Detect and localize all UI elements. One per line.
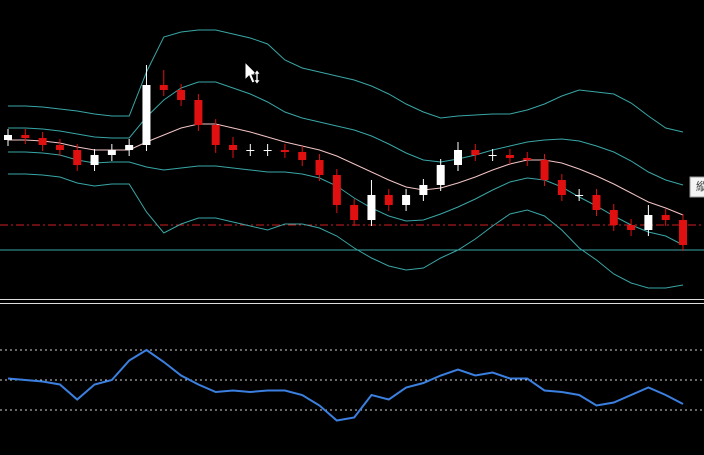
series-line xyxy=(8,151,684,246)
candle-body xyxy=(4,135,12,140)
candle-body xyxy=(21,135,30,138)
candle-body xyxy=(107,150,116,155)
candle-body xyxy=(540,160,549,180)
candle-body xyxy=(367,195,376,220)
candle-body xyxy=(575,195,584,196)
candle-body xyxy=(488,155,497,156)
candle-body xyxy=(315,160,324,175)
candle-body xyxy=(609,210,618,225)
candle-body xyxy=(471,150,480,155)
candle-body xyxy=(661,215,670,220)
series-line xyxy=(8,81,684,186)
candle-body xyxy=(523,158,532,160)
candle-body xyxy=(350,205,359,220)
candle-body xyxy=(263,150,272,151)
candle-body xyxy=(592,195,601,210)
candle-body xyxy=(280,150,289,152)
series-line xyxy=(8,123,684,216)
candle-body xyxy=(142,85,151,145)
candle-body xyxy=(177,90,186,100)
candle-body xyxy=(384,195,393,205)
candle-body xyxy=(557,180,566,195)
series-line xyxy=(8,173,684,289)
candle-body xyxy=(38,138,47,145)
candle-body xyxy=(246,150,255,151)
series-line xyxy=(8,29,684,133)
candle-body xyxy=(679,220,687,245)
candle-body xyxy=(627,225,636,230)
candle-body xyxy=(644,215,653,230)
candle-body xyxy=(229,145,237,150)
candle-body xyxy=(211,125,220,145)
candle-body xyxy=(505,155,514,158)
side-label-box xyxy=(689,176,704,198)
candle-body xyxy=(419,185,428,195)
side-label: 縦 xyxy=(696,180,704,193)
candle-body xyxy=(194,100,203,125)
candle-body xyxy=(125,145,134,150)
candle-body xyxy=(73,150,82,165)
candle-body xyxy=(454,150,462,165)
candle-body xyxy=(298,152,307,160)
candle-body xyxy=(90,155,99,165)
candle-body xyxy=(159,85,168,90)
candle-body xyxy=(332,175,341,205)
series-line xyxy=(7,348,684,422)
candle-body xyxy=(436,165,445,185)
cursor-resize xyxy=(253,69,261,85)
candle-body xyxy=(55,145,64,150)
candle-body xyxy=(402,195,411,205)
